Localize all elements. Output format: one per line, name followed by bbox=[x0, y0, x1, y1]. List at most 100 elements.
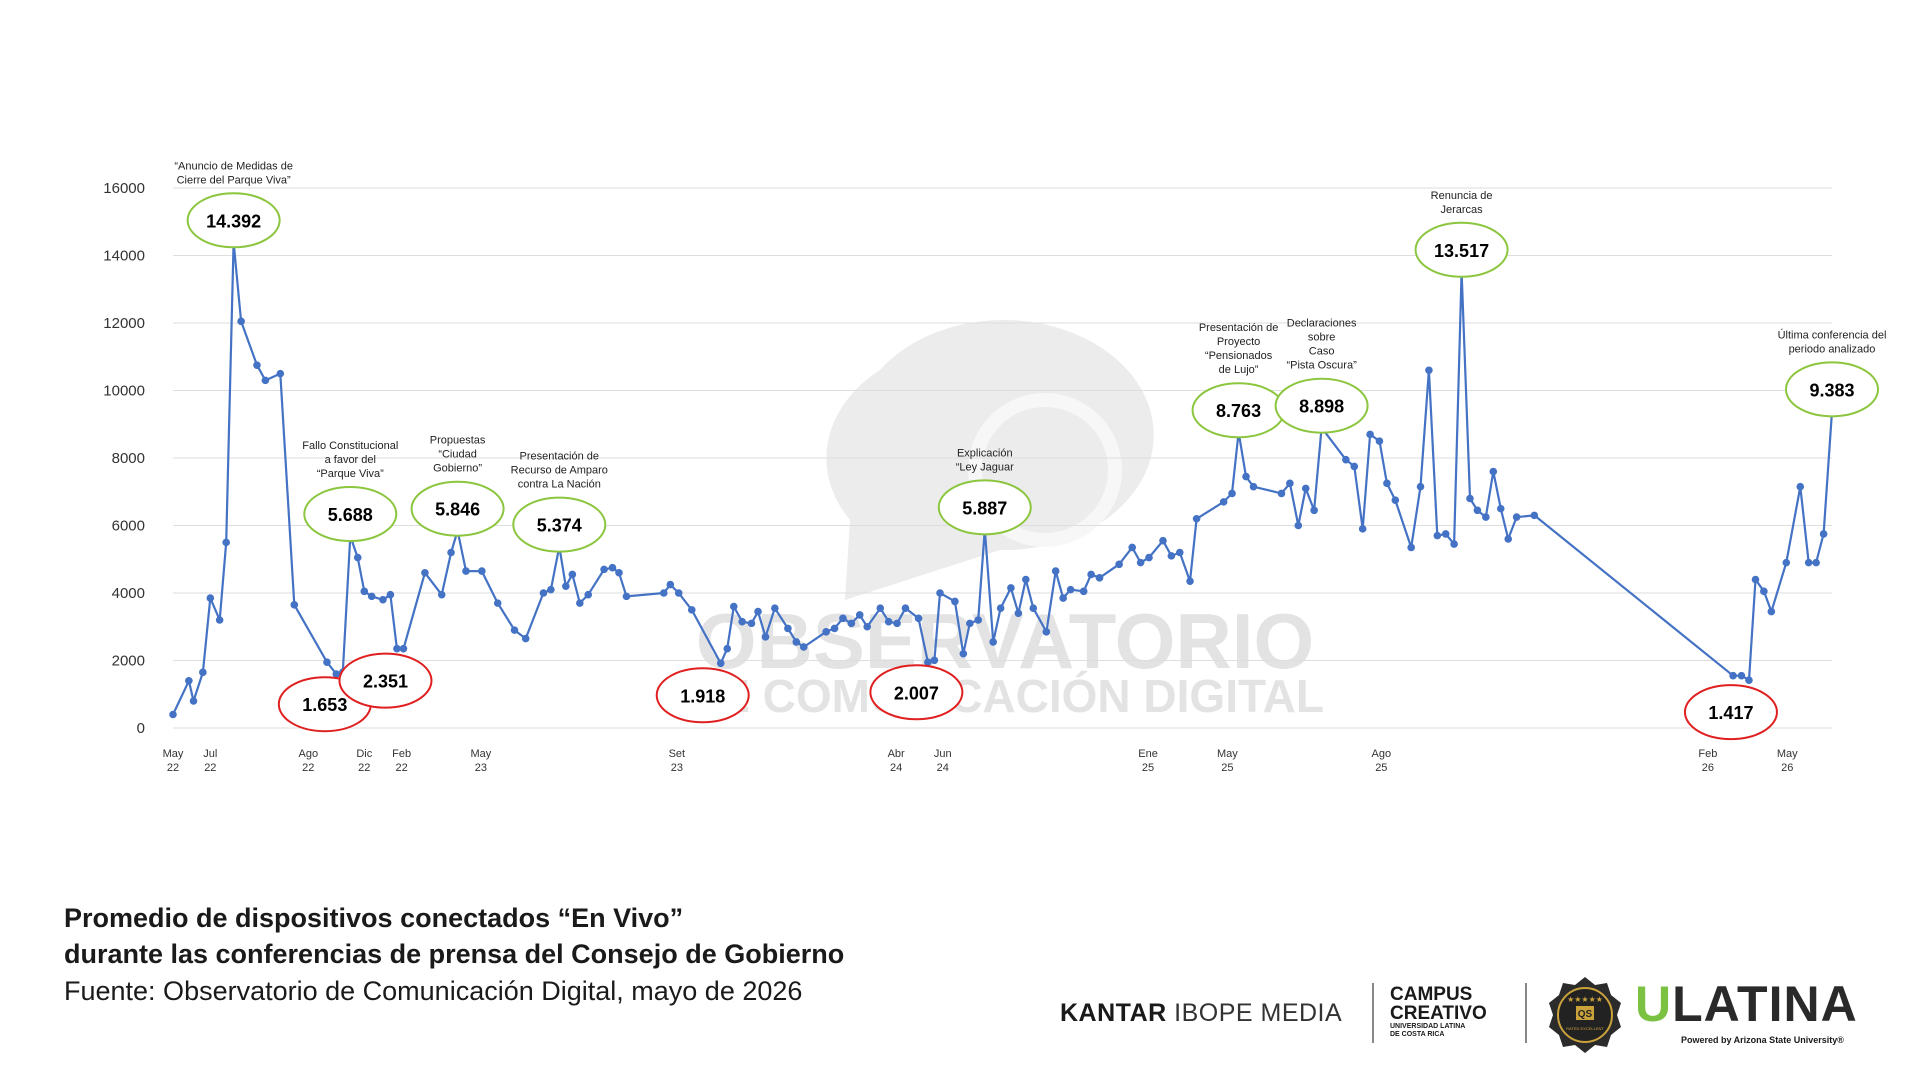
campus-line1: CAMPUS bbox=[1390, 984, 1473, 1005]
callout-ellipse bbox=[338, 652, 433, 709]
ulatina-u: U bbox=[1635, 976, 1673, 1032]
callout-ellipse bbox=[512, 496, 607, 553]
data-point bbox=[738, 617, 746, 626]
data-point bbox=[510, 626, 519, 634]
data-point bbox=[1029, 604, 1038, 612]
campus-sub1: UNIVERSIDAD LATINA bbox=[1390, 1023, 1466, 1030]
data-point bbox=[884, 617, 893, 626]
callout-annotation: “Pista Oscura” bbox=[1286, 360, 1357, 372]
x-tick-month: May bbox=[163, 748, 184, 760]
data-point bbox=[716, 659, 725, 668]
y-tick-label: 14000 bbox=[103, 248, 145, 265]
x-tick-month: Set bbox=[669, 748, 686, 760]
x-tick-month: May bbox=[1217, 748, 1238, 760]
data-point bbox=[521, 634, 530, 643]
x-tick-month: Feb bbox=[1698, 748, 1717, 760]
callout-ellipse bbox=[1785, 361, 1879, 418]
data-point bbox=[437, 590, 446, 599]
x-tick-year: 26 bbox=[1702, 762, 1714, 774]
callout-value: 8.898 bbox=[1299, 397, 1344, 417]
data-point bbox=[1301, 484, 1310, 493]
x-tick-year: 23 bbox=[475, 762, 487, 774]
callout-annotation: Explicación bbox=[957, 447, 1013, 459]
data-point bbox=[1128, 543, 1136, 552]
data-point bbox=[261, 376, 270, 385]
callout-value: 1.653 bbox=[302, 695, 347, 715]
callout-value: 1.417 bbox=[1708, 703, 1753, 723]
x-tick-month: Ago bbox=[299, 748, 319, 760]
callout-annotation: periodo analizado bbox=[1789, 343, 1876, 355]
callout-annotation: “Ciudad bbox=[438, 449, 477, 461]
callout-value: 2.007 bbox=[894, 683, 939, 703]
data-point bbox=[666, 580, 675, 589]
data-point bbox=[1804, 558, 1813, 567]
callout-ellipse bbox=[869, 664, 964, 721]
data-point bbox=[1425, 366, 1433, 375]
data-point bbox=[1007, 584, 1015, 592]
data-point bbox=[1407, 543, 1415, 552]
data-point bbox=[1530, 511, 1539, 520]
data-point bbox=[222, 538, 230, 547]
data-point bbox=[761, 633, 770, 641]
data-point bbox=[353, 553, 362, 562]
data-point bbox=[830, 624, 839, 633]
data-point bbox=[1228, 489, 1236, 498]
watermark-line2: DE COMUNICACIÓN DIGITAL bbox=[686, 670, 1324, 722]
data-point bbox=[360, 587, 369, 596]
callout-annotation: Última conferencia del bbox=[1778, 328, 1887, 341]
data-point bbox=[1059, 594, 1067, 602]
badge-text: QS bbox=[1578, 1009, 1593, 1020]
callout-value: 5.846 bbox=[435, 500, 480, 520]
ulatina-rest: LATINA bbox=[1672, 976, 1858, 1032]
callout-annotation: Cierre del Parque Viva” bbox=[177, 174, 291, 186]
data-point bbox=[253, 361, 261, 369]
data-point bbox=[393, 644, 401, 653]
logo-divider-1 bbox=[1372, 983, 1374, 1043]
data-point bbox=[839, 614, 847, 623]
x-tick-month: May bbox=[1777, 748, 1798, 760]
data-point bbox=[863, 622, 872, 631]
data-point bbox=[1087, 570, 1095, 579]
data-point bbox=[754, 607, 762, 616]
data-point bbox=[1496, 504, 1505, 513]
x-tick-year: 22 bbox=[358, 762, 370, 774]
data-point bbox=[1159, 536, 1167, 545]
data-point bbox=[747, 619, 756, 628]
data-point bbox=[276, 369, 285, 378]
speech-bubble-watermark bbox=[826, 320, 1154, 600]
data-point bbox=[914, 614, 923, 623]
y-tick-label: 12000 bbox=[103, 315, 145, 332]
data-point bbox=[206, 594, 215, 602]
data-point bbox=[1812, 558, 1820, 567]
callouts-group: 14.392 “Anuncio de Medidas de Cierre del P… bbox=[174, 160, 1887, 741]
ulatina-logo: ULATINA Powered by Arizona State Univers… bbox=[1635, 975, 1858, 1045]
data-point bbox=[1145, 553, 1153, 562]
callout-ellipse bbox=[1274, 377, 1369, 434]
data-point bbox=[332, 670, 341, 678]
data-point bbox=[1242, 472, 1250, 481]
data-point bbox=[199, 668, 207, 677]
data-point bbox=[1358, 525, 1367, 533]
x-tick-month: Feb bbox=[392, 748, 411, 760]
callout-value: 5.374 bbox=[537, 516, 582, 536]
data-point bbox=[462, 567, 470, 575]
data-point bbox=[1416, 482, 1425, 491]
data-point bbox=[771, 604, 779, 612]
data-point bbox=[169, 710, 177, 719]
data-point bbox=[1051, 567, 1060, 575]
data-point bbox=[185, 676, 193, 685]
callout-annotation: Recurso de Amparo bbox=[511, 465, 608, 477]
callout-annotation: Presentación de bbox=[1199, 322, 1279, 334]
x-tick-year: 25 bbox=[1221, 762, 1233, 774]
logo-divider-2 bbox=[1525, 983, 1527, 1043]
data-point bbox=[1186, 577, 1194, 585]
data-point bbox=[936, 589, 944, 597]
data-point bbox=[1136, 558, 1145, 567]
data-point bbox=[1375, 437, 1384, 445]
data-point bbox=[1391, 496, 1400, 504]
data-point bbox=[539, 589, 548, 597]
callout-annotation: “Ley Jaguar bbox=[956, 461, 1014, 473]
data-point bbox=[215, 616, 224, 624]
campus-line2: CREATIVO bbox=[1390, 1003, 1487, 1024]
callout-ellipse bbox=[186, 192, 281, 249]
